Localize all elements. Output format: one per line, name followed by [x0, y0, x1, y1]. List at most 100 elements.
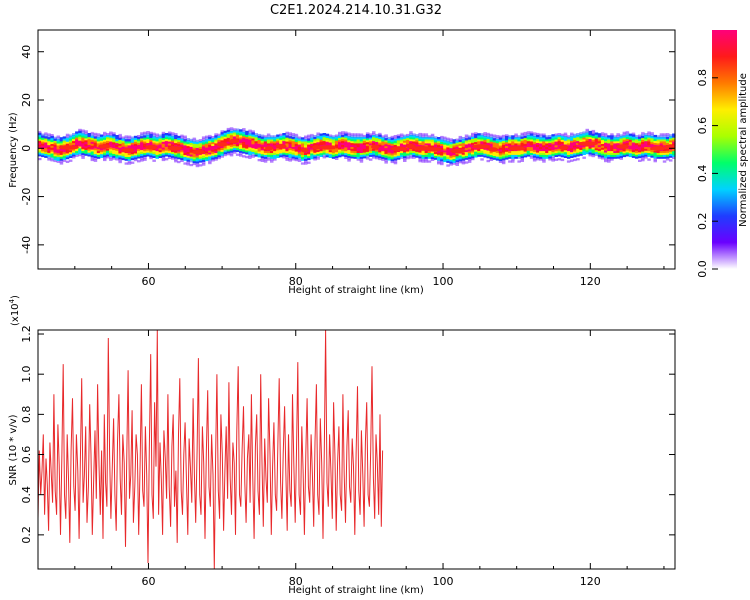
- spectrogram-cell-717: [195, 163, 200, 166]
- spectrogram-cell-200: [81, 145, 85, 148]
- snr-y-tick-label-2: 0.6: [20, 446, 33, 464]
- spectrogram-cell-1846: [446, 158, 450, 161]
- spectrogram-cell-127: [65, 160, 70, 163]
- spectrogram-cell-662: [183, 154, 187, 157]
- spectrogram-cell-1388: [344, 145, 348, 148]
- spectrogram-cell-2329: [551, 149, 555, 152]
- spectrogram-cell-2686: [631, 142, 636, 145]
- spectrogram-cell-964: [248, 141, 252, 144]
- spectrogram-cell-2727: [641, 143, 645, 146]
- spectrogram-cell-1128: [285, 147, 289, 150]
- spectrogram-cell-715: [192, 137, 197, 140]
- spectrogram-cell-796: [211, 145, 215, 148]
- spectrogram-cell-288: [99, 138, 104, 141]
- spectrogram-cell-946: [245, 148, 249, 151]
- spectrogram-cell-659: [183, 162, 187, 165]
- spectrogram-cell-2665: [625, 129, 630, 132]
- snr-x-tick-label-0: 60: [141, 575, 155, 588]
- spectrogram-cell-2044: [489, 154, 494, 158]
- spectrogram-cell-841: [220, 132, 224, 135]
- spectrogram-cell-1902: [458, 159, 463, 162]
- spectrogram-cell-2842: [665, 133, 670, 136]
- spectrogram-cell-2143: [511, 154, 515, 157]
- spectrogram-cell-1283: [319, 148, 323, 152]
- spectrogram-cell-2627: [619, 155, 623, 158]
- spectrogram-cell-1958: [467, 135, 472, 138]
- spectrogram-cell-2658: [625, 142, 630, 145]
- spectrogram-cell-2803: [659, 154, 664, 157]
- spectrogram-cell-2356: [557, 150, 562, 153]
- spectrogram-cell-88: [56, 152, 61, 156]
- spectrogram-cell-1513: [372, 148, 376, 151]
- spectrogram-y-tick-label-3: -20: [20, 188, 33, 206]
- spectrogram-cell-1755: [424, 144, 429, 148]
- spectrogram-cell-231: [87, 136, 91, 140]
- spectrogram-cell-2288: [542, 150, 546, 153]
- spectrogram-cell-1458: [359, 150, 364, 153]
- colorbar-ticks: 0.00.20.40.60.8: [696, 69, 718, 278]
- spectrogram-cell-750: [201, 153, 206, 157]
- spectrogram-cell-424: [130, 152, 135, 155]
- spectrogram-cell-1982: [474, 139, 478, 143]
- spectrogram-cell-1490: [365, 139, 370, 143]
- spectrogram-cell-993: [254, 140, 258, 144]
- spectrogram-cell-654: [180, 142, 184, 145]
- spectrogram-cell-534: [155, 154, 159, 157]
- spectrogram-cell-916: [239, 150, 243, 153]
- spectrogram-cell-845: [223, 150, 228, 153]
- spectrogram-cell-1026: [263, 158, 268, 161]
- spectrogram-cell-6: [38, 144, 42, 147]
- spectrogram-cell-459: [137, 135, 141, 138]
- spectrogram-cell-2089: [498, 151, 503, 154]
- spectrogram-cell-2675: [628, 137, 633, 140]
- spectrogram-cell-1782: [430, 145, 435, 148]
- spectrogram-cell-10: [38, 136, 42, 139]
- spectrogram-cell-1301: [322, 138, 327, 142]
- spectrogram-cell-563: [161, 153, 166, 156]
- spectrogram-cell-2003: [480, 154, 484, 157]
- spectrogram-cell-1885: [452, 141, 456, 144]
- spectrogram-cell-378: [121, 157, 125, 161]
- spectrogram-cell-1560: [381, 141, 385, 144]
- spectrogram-cell-984: [251, 132, 255, 135]
- spectrogram-cell-2432: [573, 135, 577, 138]
- spectrogram-cell-210: [84, 151, 88, 154]
- spectrogram-cell-1268: [316, 151, 320, 154]
- spectrogram-cell-74: [53, 152, 57, 155]
- spectrogram-cell-2398: [566, 148, 571, 152]
- spectrogram-cell-1257: [313, 148, 317, 151]
- spectrogram-cell-1136: [285, 131, 289, 134]
- spectrogram-cell-1436: [353, 137, 357, 140]
- spectrogram-cell-1874: [452, 162, 456, 165]
- spectrogram-cell-1870: [449, 142, 453, 145]
- spectrogram-cell-587: [164, 133, 169, 136]
- spectrogram-cell-2100: [501, 158, 506, 161]
- spectrogram-cell-2816: [662, 156, 667, 159]
- spectrogram-cell-2768: [650, 145, 654, 148]
- spectrogram-cell-248: [90, 131, 95, 135]
- spectrogram-cell-602: [171, 157, 175, 160]
- spectrogram-cell-2857: [672, 154, 676, 157]
- spectrogram-cell-1312: [325, 141, 330, 144]
- spectrogram-cell-1374: [341, 142, 345, 145]
- spectrogram-cell-419: [127, 133, 132, 136]
- spectrogram-cell-2370: [560, 149, 565, 152]
- spectrogram-cell-1692: [412, 156, 416, 159]
- spectrogram-cell-265: [93, 130, 98, 133]
- spectrogram-cell-2476: [585, 146, 589, 149]
- spectrogram-cell-1757: [424, 141, 429, 144]
- spectrogram-cell-1537: [378, 155, 382, 159]
- spectrogram-cell-1220: [304, 139, 308, 142]
- spectrogram-cell-339: [112, 149, 116, 152]
- spectrogram-cell-1891: [455, 155, 459, 159]
- spectrogram-cell-457: [137, 138, 141, 142]
- spectrogram-cell-2272: [539, 150, 543, 153]
- spectrogram-cell-2617: [616, 148, 620, 151]
- spectrogram-cell-1470: [362, 154, 367, 157]
- spectrogram-cell-2626: [619, 157, 623, 160]
- spectrogram-cell-2198: [523, 155, 528, 158]
- spectrogram-cell-1444: [356, 148, 361, 152]
- spectrogram-cell-1442: [356, 152, 361, 155]
- spectrogram-peak-1: [98, 144, 111, 149]
- spectrogram-cell-444: [133, 139, 138, 142]
